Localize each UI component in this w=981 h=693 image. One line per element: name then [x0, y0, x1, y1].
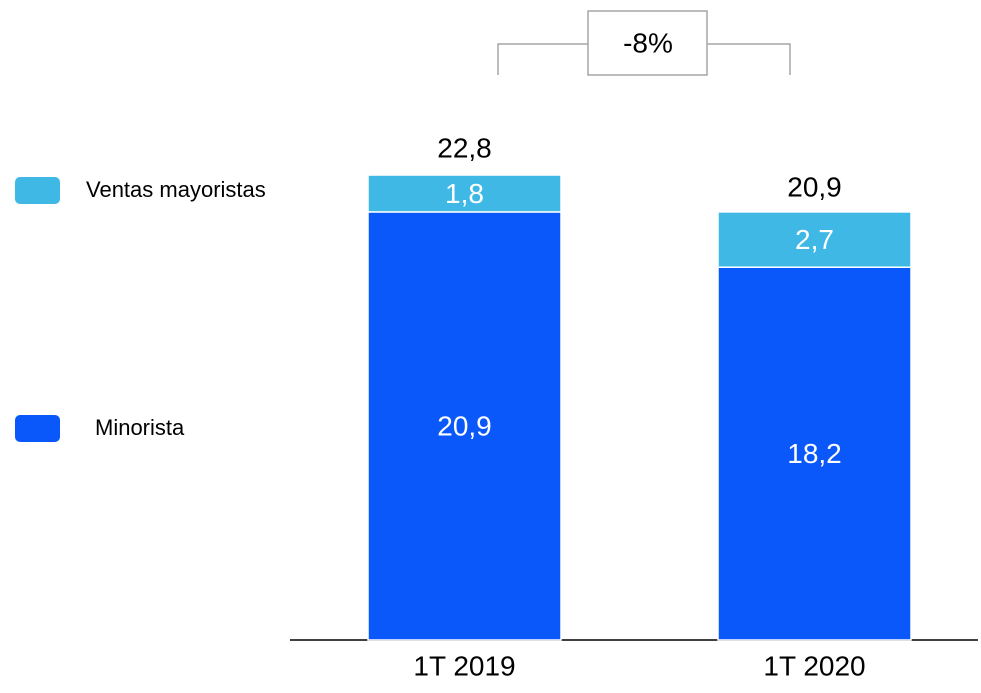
value-label: 20,9 [437, 410, 492, 441]
bar-segment [717, 266, 912, 641]
legend-label: Minorista [95, 415, 185, 440]
bracket-right [707, 43, 791, 75]
annotation: -8% [623, 27, 673, 58]
legend-swatch [15, 415, 60, 442]
value-label: 2,7 [795, 224, 834, 255]
legend-label: Ventas mayoristas [86, 177, 266, 202]
bracket-left [497, 43, 588, 75]
x-tick-label: 1T 2019 [413, 650, 515, 681]
value-label: 1,8 [445, 178, 484, 209]
legend-swatch [15, 177, 60, 204]
annotation-box [587, 10, 708, 76]
value-label: 18,2 [787, 438, 842, 469]
x-tick-label: 1T 2020 [763, 650, 865, 681]
total-label: 20,9 [787, 171, 842, 202]
bar-segment [717, 211, 912, 268]
total-label: 22,8 [437, 132, 492, 163]
change-bracket [497, 10, 791, 76]
bar-segment [367, 174, 562, 213]
